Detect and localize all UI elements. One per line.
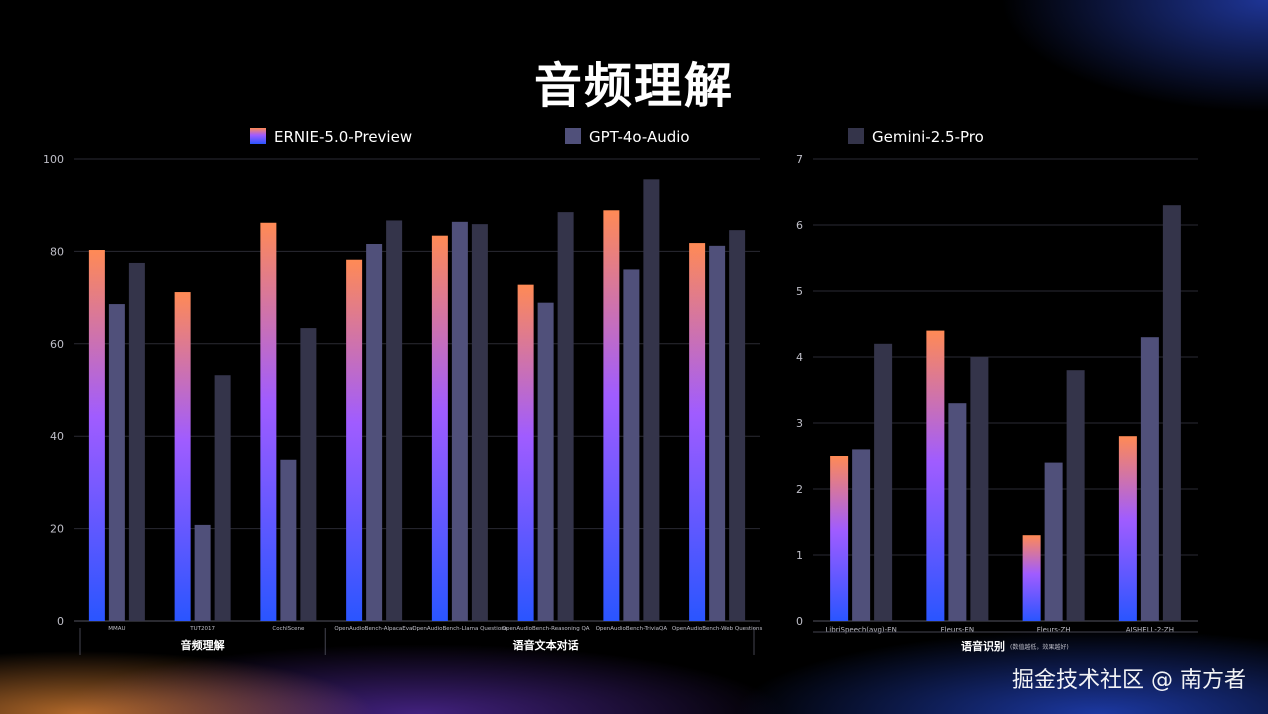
bar-1-3 bbox=[1140, 337, 1159, 621]
group-label: 语音识别 bbox=[961, 639, 1005, 653]
bar-1-4 bbox=[451, 221, 468, 621]
x-tick-label: AISHELL-2-ZH bbox=[1126, 626, 1174, 634]
x-tick-label: OpenAudioBench-AlpacaEval bbox=[334, 626, 414, 632]
legend: ERNIE-5.0-Preview GPT-4o-Audio Gemini-2.5-… bbox=[250, 128, 984, 146]
legend-label-0: ERNIE-5.0-Preview bbox=[274, 128, 412, 146]
bar-2-5 bbox=[557, 212, 574, 621]
page-title: 音频理解 bbox=[533, 58, 734, 114]
legend-swatch-2 bbox=[848, 128, 864, 144]
bar-1-1 bbox=[948, 403, 967, 621]
bar-1-5 bbox=[537, 302, 554, 621]
right-chart: 0 1 2 3 4 5 6 7 LibriSpeech(avg)-EN Fleurs-EN Fleu… bbox=[796, 153, 1198, 653]
legend-label-2: Gemini-2.5-Pro bbox=[872, 128, 984, 146]
x-tick-label: Fleurs-EN bbox=[941, 626, 974, 634]
bar-2-0 bbox=[128, 262, 145, 621]
group-note: (数值越低，效果越好) bbox=[1010, 643, 1069, 651]
bar-1-2 bbox=[1044, 462, 1063, 621]
x-tick-label: OpenAudioBench-Web Questions bbox=[672, 626, 763, 632]
x-tick-label: LibriSpeech(avg)-EN bbox=[825, 626, 896, 634]
bar-0-3 bbox=[1118, 436, 1137, 621]
bar-1-3 bbox=[366, 244, 383, 621]
y-tick-label: 1 bbox=[796, 549, 803, 562]
bar-0-3 bbox=[346, 259, 363, 621]
bar-1-1 bbox=[194, 524, 211, 621]
y-tick-label: 6 bbox=[796, 219, 803, 232]
bar-1-0 bbox=[852, 449, 871, 621]
y-tick-label: 0 bbox=[796, 615, 803, 628]
bar-0-2 bbox=[260, 222, 277, 622]
y-tick-label: 7 bbox=[796, 153, 803, 166]
x-tick-label: Fleurs-ZH bbox=[1037, 626, 1071, 634]
legend-swatch-0 bbox=[250, 128, 266, 144]
bar-0-7 bbox=[689, 243, 706, 622]
left-chart: 0 20 40 60 80 100 MMAU TUT2017 CochlScene OpenAud… bbox=[43, 153, 762, 655]
bar-2-3 bbox=[1162, 205, 1181, 621]
x-tick-label: MMAU bbox=[108, 626, 125, 632]
y-tick-label: 80 bbox=[50, 245, 64, 258]
bar-2-0 bbox=[874, 343, 893, 621]
bar-0-5 bbox=[517, 284, 534, 621]
y-tick-label: 4 bbox=[796, 351, 803, 364]
bar-2-7 bbox=[729, 230, 746, 621]
bar-2-2 bbox=[300, 328, 317, 621]
bar-1-7 bbox=[709, 245, 726, 621]
y-tick-label: 0 bbox=[57, 615, 64, 628]
y-tick-label: 20 bbox=[50, 523, 64, 536]
bar-0-1 bbox=[174, 292, 191, 621]
bar-0-6 bbox=[603, 210, 620, 622]
y-tick-label: 2 bbox=[796, 483, 803, 496]
bar-0-0 bbox=[88, 250, 105, 621]
y-tick-label: 40 bbox=[50, 430, 64, 443]
bar-2-6 bbox=[643, 179, 660, 621]
group-label: 语音文本对话 bbox=[513, 638, 579, 652]
bar-1-6 bbox=[623, 269, 640, 621]
bar-2-1 bbox=[970, 357, 989, 621]
y-tick-label: 5 bbox=[796, 285, 803, 298]
bar-1-0 bbox=[108, 304, 125, 621]
x-tick-label: TUT2017 bbox=[189, 626, 215, 632]
x-tick-label: CochlScene bbox=[272, 626, 305, 632]
bar-0-2 bbox=[1022, 535, 1041, 621]
y-tick-label: 60 bbox=[50, 338, 64, 351]
y-tick-label: 3 bbox=[796, 417, 803, 430]
bar-0-1 bbox=[926, 330, 945, 621]
bar-0-0 bbox=[830, 456, 849, 621]
group-label: 音频理解 bbox=[181, 638, 225, 652]
x-tick-label: OpenAudioBench-TriviaQA bbox=[596, 626, 668, 632]
bar-2-1 bbox=[214, 375, 231, 621]
bar-2-4 bbox=[471, 224, 488, 621]
legend-label-1: GPT-4o-Audio bbox=[589, 128, 690, 146]
watermark: 掘金技术社区 @ 南方者 bbox=[1012, 668, 1246, 693]
y-tick-label: 100 bbox=[43, 153, 64, 166]
bar-1-2 bbox=[280, 459, 297, 621]
x-tick-label: OpenAudioBench-Llama Questions bbox=[412, 626, 507, 632]
bar-2-3 bbox=[386, 220, 403, 622]
bar-2-2 bbox=[1066, 370, 1085, 621]
legend-swatch-1 bbox=[565, 128, 581, 144]
bar-0-4 bbox=[431, 235, 448, 621]
x-tick-label: OpenAudioBench-Reasoning QA bbox=[502, 626, 590, 632]
